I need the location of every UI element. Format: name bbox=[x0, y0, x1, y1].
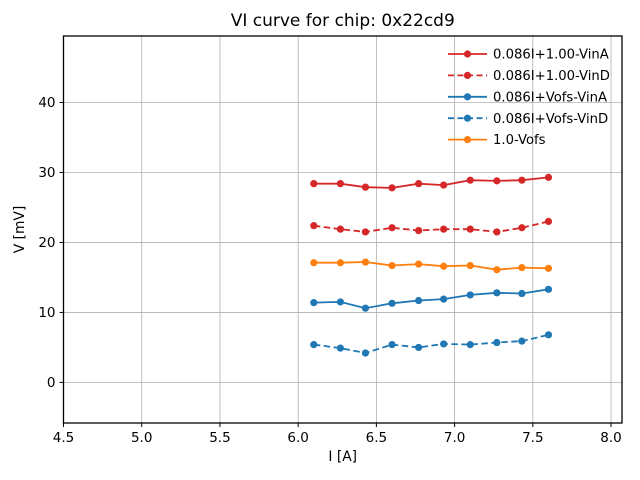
x-tick-label: 8.0 bbox=[600, 430, 621, 446]
series-line-0.086I+1.00-VinA bbox=[313, 176, 549, 189]
y-tick-label: 40 bbox=[38, 95, 55, 111]
series-marker bbox=[310, 259, 318, 267]
series-marker bbox=[493, 289, 501, 297]
series-marker bbox=[518, 264, 526, 272]
series-marker bbox=[493, 228, 501, 236]
legend-item: 0.086I+1.00-VinD bbox=[448, 69, 610, 84]
series-marker bbox=[310, 222, 318, 230]
series-marker bbox=[388, 261, 396, 270]
series-marker bbox=[361, 258, 370, 266]
series-marker bbox=[493, 177, 501, 185]
series-marker bbox=[336, 259, 345, 267]
y-axis-label: V [mV] bbox=[12, 206, 28, 253]
legend-marker bbox=[463, 93, 472, 101]
series-marker bbox=[466, 176, 474, 184]
series-marker bbox=[493, 338, 501, 347]
tick-layer: 4.5 5.0 5.5 6.0 6.5 7.0 7.5 8.0 0 10 20 30 40 bbox=[38, 95, 621, 446]
series-marker bbox=[415, 226, 423, 235]
series-line-0.086I+Vofs-VinA bbox=[313, 288, 549, 310]
axes-border bbox=[62, 35, 623, 424]
series-marker bbox=[440, 225, 448, 233]
series-marker bbox=[361, 183, 370, 191]
series-marker bbox=[466, 225, 474, 233]
series-marker bbox=[518, 289, 526, 298]
series-marker bbox=[466, 341, 474, 349]
legend: 0.086I+1.00-VinA 0.086I+1.00-VinD 0.086I+V… bbox=[448, 48, 610, 148]
x-tick-label: 4.5 bbox=[53, 430, 74, 446]
legend-label: 0.086I+1.00-VinD bbox=[493, 69, 610, 84]
series-marker bbox=[544, 285, 553, 293]
legend-marker bbox=[463, 136, 472, 144]
series-marker bbox=[388, 184, 396, 192]
y-tick-label: 20 bbox=[38, 235, 55, 251]
series-marker bbox=[518, 337, 526, 345]
series-marker bbox=[415, 296, 423, 305]
series-marker bbox=[466, 261, 474, 270]
series-marker bbox=[415, 260, 423, 268]
series-marker bbox=[544, 173, 553, 181]
series-marker bbox=[310, 341, 318, 349]
series-marker bbox=[361, 228, 370, 236]
series-marker bbox=[388, 224, 396, 232]
series-marker bbox=[310, 180, 318, 188]
legend-marker bbox=[463, 50, 472, 58]
y-tick-label: 30 bbox=[38, 165, 55, 181]
legend-item: 0.086I+Vofs-VinA bbox=[448, 90, 607, 105]
legend-label: 0.086I+Vofs-VinD bbox=[493, 112, 608, 127]
series-marker bbox=[544, 331, 553, 339]
series-line-0.086I+Vofs-VinD bbox=[313, 333, 549, 354]
series-marker bbox=[336, 225, 345, 233]
legend-marker bbox=[463, 114, 472, 122]
legend-label: 0.086I+1.00-VinA bbox=[493, 48, 609, 63]
series-layer bbox=[310, 173, 553, 357]
legend-marker bbox=[463, 71, 472, 79]
series-marker bbox=[466, 291, 474, 299]
legend-item: 0.086I+1.00-VinA bbox=[448, 48, 609, 63]
series-marker bbox=[415, 343, 423, 352]
series-marker bbox=[415, 180, 423, 188]
x-tick-label: 7.5 bbox=[522, 430, 543, 446]
legend-item: 0.086I+Vofs-VinD bbox=[448, 112, 608, 127]
x-axis-label: I [A] bbox=[328, 449, 357, 465]
x-tick-label: 5.0 bbox=[131, 430, 152, 446]
x-tick-label: 7.0 bbox=[444, 430, 465, 446]
series-marker bbox=[388, 299, 396, 307]
y-tick-label: 10 bbox=[38, 305, 55, 321]
series-marker bbox=[310, 299, 318, 307]
series-marker bbox=[336, 180, 345, 188]
series-line-1.0-Vofs bbox=[313, 261, 549, 271]
series-marker bbox=[440, 340, 448, 348]
series-marker bbox=[336, 298, 345, 306]
legend-label: 1.0-Vofs bbox=[493, 133, 546, 148]
series-marker bbox=[518, 224, 526, 232]
legend-label: 0.086I+Vofs-VinA bbox=[493, 90, 607, 105]
series-marker bbox=[440, 295, 448, 303]
x-tick-label: 6.5 bbox=[366, 430, 387, 446]
series-marker bbox=[361, 304, 370, 312]
series-marker bbox=[544, 217, 553, 226]
legend-item: 1.0-Vofs bbox=[448, 133, 546, 148]
series-marker bbox=[440, 181, 448, 189]
series-marker bbox=[544, 264, 553, 272]
series-marker bbox=[336, 344, 345, 352]
series-marker bbox=[361, 349, 370, 357]
series-line-0.086I+1.00-VinD bbox=[313, 220, 549, 233]
series-marker bbox=[493, 266, 501, 274]
x-tick-label: 6.0 bbox=[287, 430, 308, 446]
series-marker bbox=[518, 176, 526, 184]
x-tick-label: 5.5 bbox=[209, 430, 230, 446]
series-marker bbox=[388, 341, 396, 349]
chart-title: VI curve for chip: 0x22cd9 bbox=[231, 11, 455, 31]
series-marker bbox=[440, 262, 448, 270]
y-tick-label: 0 bbox=[47, 375, 56, 391]
